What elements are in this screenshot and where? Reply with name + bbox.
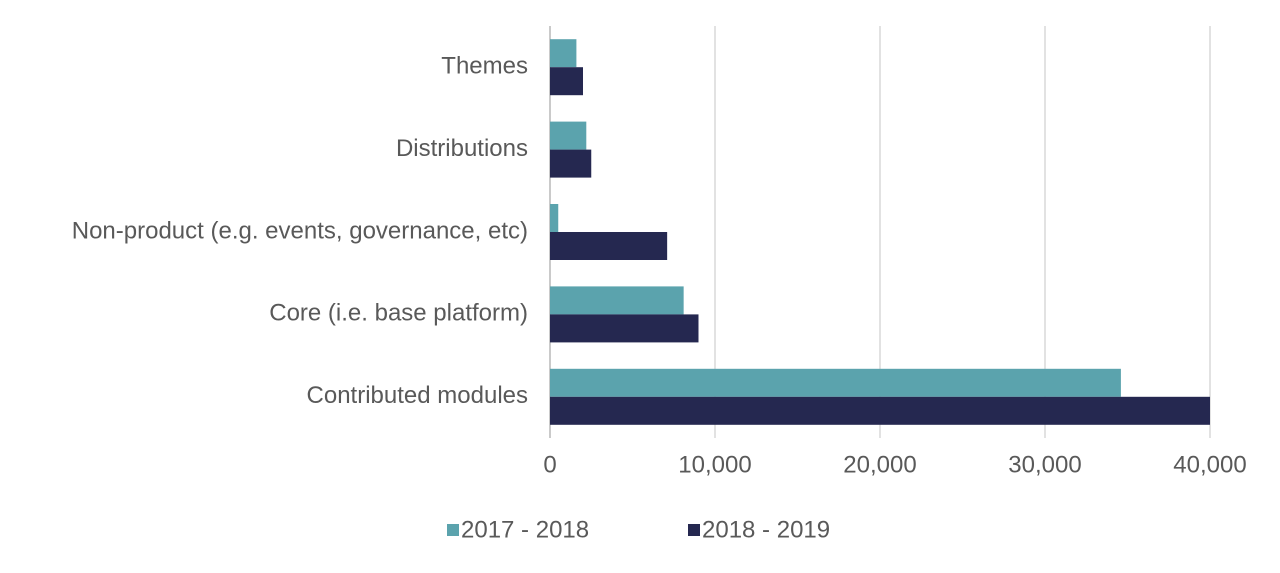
bar [550, 286, 684, 315]
bar [550, 39, 577, 68]
legend-swatch [688, 524, 700, 536]
x-tick-label: 40,000 [1173, 451, 1246, 478]
y-tick-label: Non-product (e.g. events, governance, et… [72, 217, 528, 244]
y-tick-label: Core (i.e. base platform) [269, 300, 528, 327]
y-tick-label: Distributions [396, 135, 528, 162]
bar [550, 149, 592, 178]
x-tick-label: 20,000 [843, 451, 916, 478]
legend-label: 2017 - 2018 [461, 516, 589, 543]
x-tick-label: 0 [543, 451, 556, 478]
legend-label: 2018 - 2019 [702, 516, 830, 543]
x-tick-label: 30,000 [1008, 451, 1081, 478]
bar [550, 396, 1210, 425]
legend-swatch [447, 524, 459, 536]
bar [550, 121, 587, 150]
bar [550, 204, 559, 232]
bar [550, 67, 583, 96]
y-tick-label: Contributed modules [307, 382, 528, 409]
bar [550, 314, 699, 343]
bar [550, 368, 1121, 397]
y-tick-label: Themes [441, 53, 528, 80]
bar [550, 232, 668, 260]
x-tick-label: 10,000 [678, 451, 751, 478]
